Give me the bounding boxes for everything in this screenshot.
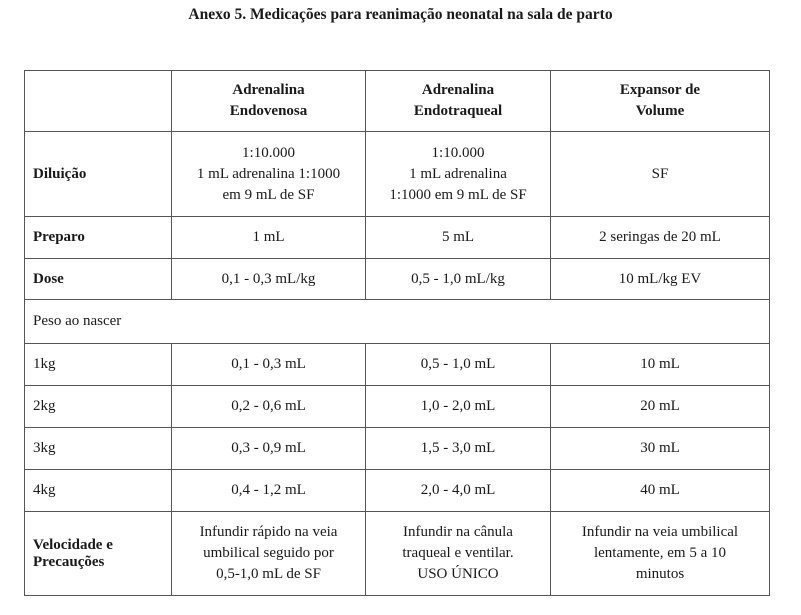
row-peso-ao-nascer: Peso ao nascer xyxy=(24,299,770,344)
cell-2kg-endovenosa: 0,2 - 0,6 mL xyxy=(171,385,366,428)
row-3kg: 3kg 0,3 - 0,9 mL 1,5 - 3,0 mL 30 mL xyxy=(24,427,770,470)
cell-4kg-expansor: 40 mL xyxy=(550,469,770,512)
row-label-velocidade-precaucoes: Velocidade e Precauções xyxy=(24,511,172,596)
header-expansor-volume: Expansor de Volume xyxy=(550,70,770,132)
header-empty-cell xyxy=(24,70,172,132)
row-4kg: 4kg 0,4 - 1,2 mL 2,0 - 4,0 mL 40 mL xyxy=(24,469,770,512)
row-label-4kg: 4kg xyxy=(24,469,172,512)
cell-preparo-endotraqueal: 5 mL xyxy=(365,216,551,259)
cell-diluicao-expansor: SF xyxy=(550,131,770,217)
row-diluicao: Diluição 1:10.000 1 mL adrenalina 1:1000… xyxy=(24,131,770,217)
cell-diluicao-endotraqueal: 1:10.000 1 mL adrenalina 1:1000 em 9 mL … xyxy=(365,131,551,217)
cell-4kg-endovenosa: 0,4 - 1,2 mL xyxy=(171,469,366,512)
row-label-2kg: 2kg xyxy=(24,385,172,428)
cell-1kg-expansor: 10 mL xyxy=(550,343,770,386)
cell-2kg-endotraqueal: 1,0 - 2,0 mL xyxy=(365,385,551,428)
cell-3kg-endovenosa: 0,3 - 0,9 mL xyxy=(171,427,366,470)
header-adrenalina-endotraqueal: Adrenalina Endotraqueal xyxy=(365,70,551,132)
section-label-peso-ao-nascer: Peso ao nascer xyxy=(24,299,770,344)
cell-velocidade-endovenosa: Infundir rápido na veia umbilical seguid… xyxy=(171,511,366,596)
document-title: Anexo 5. Medicações para reanimação neon… xyxy=(188,6,613,23)
cell-1kg-endovenosa: 0,1 - 0,3 mL xyxy=(171,343,366,386)
row-2kg: 2kg 0,2 - 0,6 mL 1,0 - 2,0 mL 20 mL xyxy=(24,385,770,428)
row-label-preparo: Preparo xyxy=(24,216,172,259)
cell-4kg-endotraqueal: 2,0 - 4,0 mL xyxy=(365,469,551,512)
header-adrenalina-endovenosa: Adrenalina Endovenosa xyxy=(171,70,366,132)
cell-dose-endovenosa: 0,1 - 0,3 mL/kg xyxy=(171,258,366,300)
cell-diluicao-endovenosa: 1:10.000 1 mL adrenalina 1:1000 em 9 mL … xyxy=(171,131,366,217)
cell-preparo-expansor: 2 seringas de 20 mL xyxy=(550,216,770,259)
header-row: Adrenalina Endovenosa Adrenalina Endotra… xyxy=(24,70,770,132)
cell-2kg-expansor: 20 mL xyxy=(550,385,770,428)
row-label-3kg: 3kg xyxy=(24,427,172,470)
medication-table: Adrenalina Endovenosa Adrenalina Endotra… xyxy=(24,70,770,596)
row-label-dose: Dose xyxy=(24,258,172,300)
row-velocidade-precaucoes: Velocidade e Precauções Infundir rápido … xyxy=(24,511,770,596)
row-1kg: 1kg 0,1 - 0,3 mL 0,5 - 1,0 mL 10 mL xyxy=(24,343,770,386)
row-label-diluicao: Diluição xyxy=(24,131,172,217)
row-dose: Dose 0,1 - 0,3 mL/kg 0,5 - 1,0 mL/kg 10 … xyxy=(24,258,770,300)
cell-dose-expansor: 10 mL/kg EV xyxy=(550,258,770,300)
cell-3kg-endotraqueal: 1,5 - 3,0 mL xyxy=(365,427,551,470)
row-label-1kg: 1kg xyxy=(24,343,172,386)
cell-velocidade-expansor: Infundir na veia umbilical lentamente, e… xyxy=(550,511,770,596)
cell-preparo-endovenosa: 1 mL xyxy=(171,216,366,259)
cell-3kg-expansor: 30 mL xyxy=(550,427,770,470)
cell-dose-endotraqueal: 0,5 - 1,0 mL/kg xyxy=(365,258,551,300)
row-preparo: Preparo 1 mL 5 mL 2 seringas de 20 mL xyxy=(24,216,770,259)
cell-1kg-endotraqueal: 0,5 - 1,0 mL xyxy=(365,343,551,386)
cell-velocidade-endotraqueal: Infundir na cânula traqueal e ventilar. … xyxy=(365,511,551,596)
